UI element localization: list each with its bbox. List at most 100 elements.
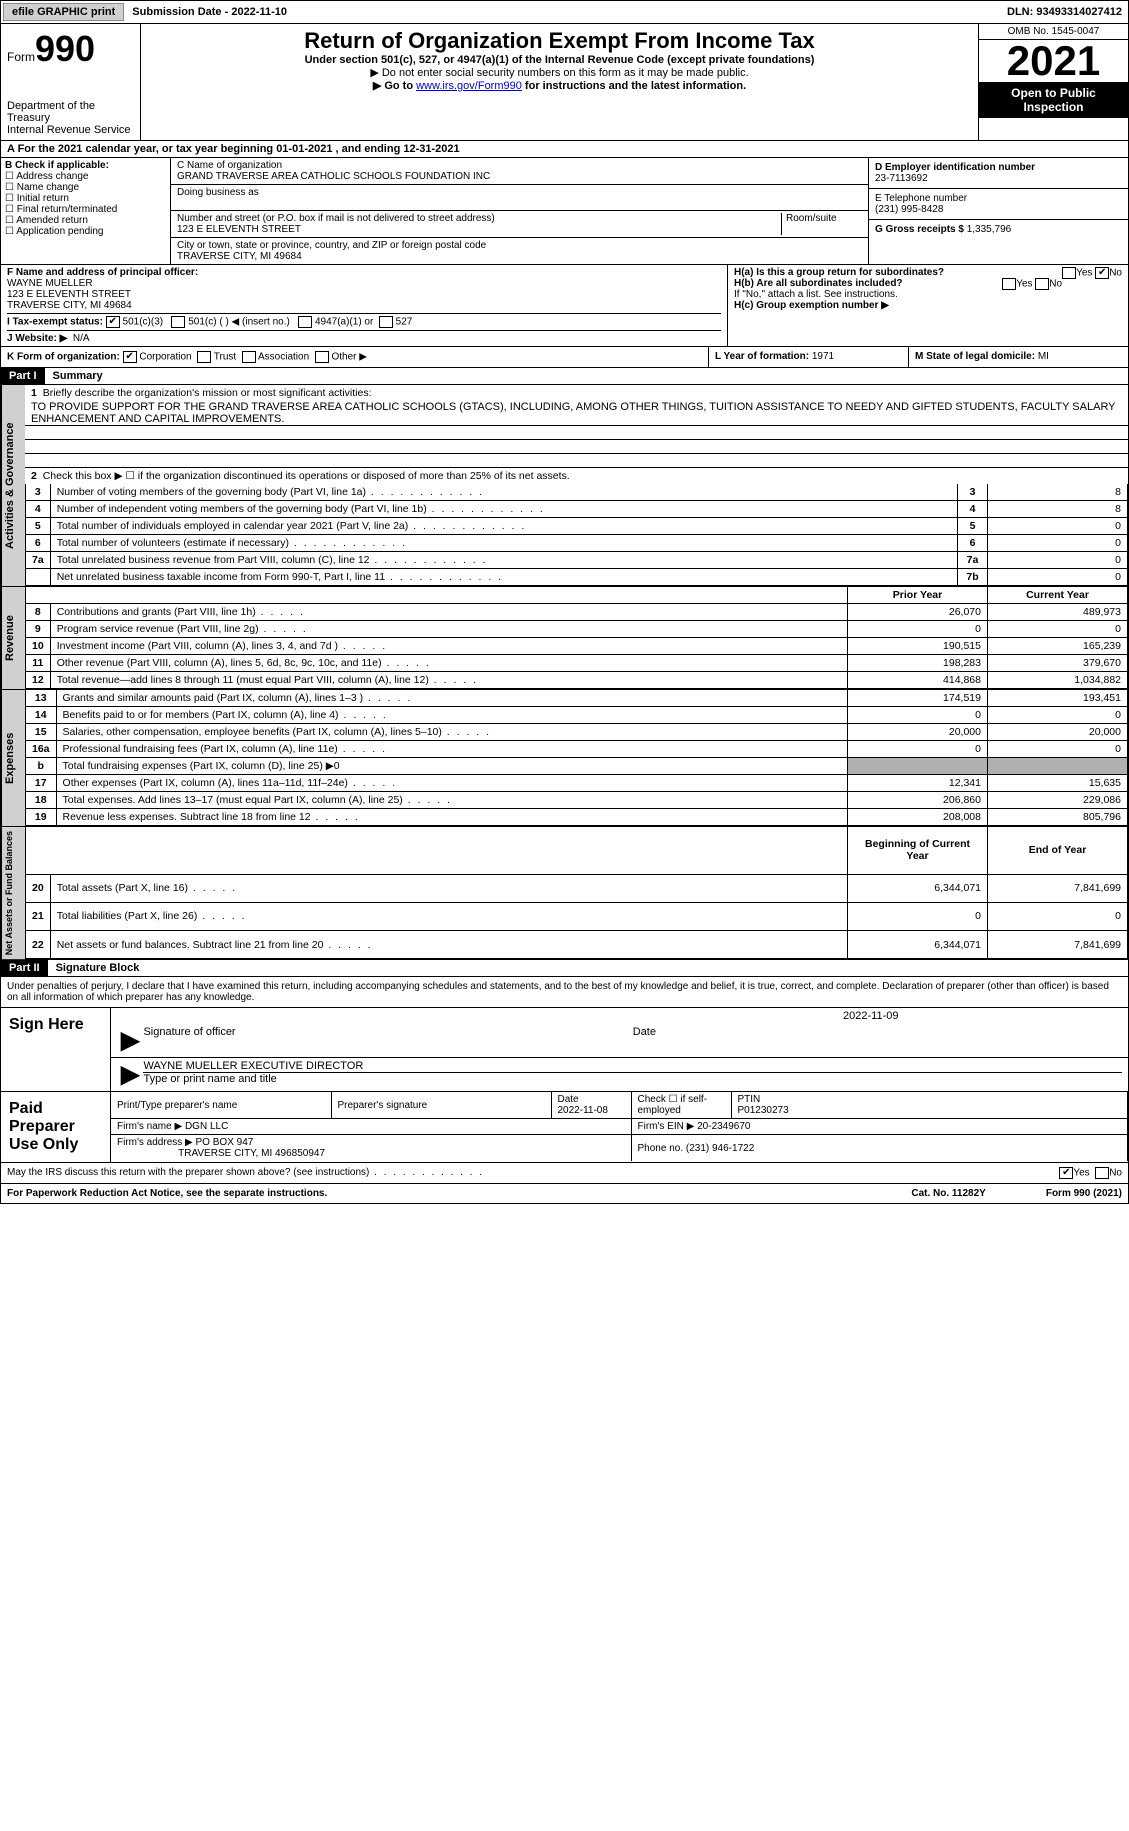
officer-name: WAYNE MUELLER — [7, 278, 93, 289]
expenses-section: Expenses 13Grants and similar amounts pa… — [0, 690, 1129, 827]
form-header: Form990 Department of the Treasury Inter… — [0, 24, 1129, 141]
firm-name: DGN LLC — [185, 1121, 228, 1132]
f-label: F Name and address of principal officer: — [7, 267, 198, 278]
b-label: B Check if applicable: — [5, 160, 109, 171]
vtab-na: Net Assets or Fund Balances — [1, 827, 25, 959]
may-discuss: May the IRS discuss this return with the… — [0, 1163, 1129, 1184]
paid-preparer: Paid Preparer Use Only Print/Type prepar… — [0, 1092, 1129, 1163]
form-number: Form990 — [7, 28, 134, 70]
top-bar: efile GRAPHIC print Submission Date - 20… — [0, 0, 1129, 24]
activities-governance: Activities & Governance 1 Briefly descri… — [0, 385, 1129, 587]
cat-no: Cat. No. 11282Y — [911, 1188, 985, 1199]
sign-here-label: Sign Here — [1, 1008, 111, 1091]
chk-final[interactable]: ☐ Final return/terminated — [5, 204, 166, 215]
mission-text: TO PROVIDE SUPPORT FOR THE GRAND TRAVERS… — [25, 401, 1128, 426]
hb-label: H(b) Are all subordinates included? — [734, 278, 903, 289]
vtab-exp: Expenses — [1, 690, 25, 826]
i-label: I Tax-exempt status: — [7, 317, 103, 328]
open-public: Open to Public Inspection — [979, 82, 1128, 118]
dept-label: Department of the Treasury Internal Reve… — [7, 100, 134, 136]
street: 123 E ELEVENTH STREET — [177, 224, 301, 235]
chk-501c[interactable] — [171, 316, 185, 328]
year-formed: 1971 — [812, 351, 834, 362]
pt-date: 2022-11-08 — [558, 1105, 608, 1116]
form-subtitle: Under section 501(c), 527, or 4947(a)(1)… — [145, 54, 974, 66]
officer-addr2: TRAVERSE CITY, MI 49684 — [7, 300, 132, 311]
room-label: Room/suite — [782, 213, 862, 235]
officer-addr1: 123 E ELEVENTH STREET — [7, 289, 131, 300]
state: MI — [1038, 351, 1049, 362]
hb-note: If "No," attach a list. See instructions… — [734, 289, 1122, 300]
line2: Check this box ▶ ☐ if the organization d… — [43, 470, 570, 482]
footer: For Paperwork Reduction Act Notice, see … — [0, 1184, 1129, 1204]
row-k: K Form of organization: ✔ Corporation Tr… — [0, 347, 1129, 368]
ha-no[interactable]: ✔ — [1095, 267, 1109, 279]
paid-label: Paid Preparer Use Only — [1, 1092, 111, 1162]
pt-name-label: Print/Type preparer's name — [111, 1092, 331, 1119]
ein: 23-7113692 — [875, 173, 928, 184]
city: TRAVERSE CITY, MI 49684 — [177, 251, 302, 262]
efile-button[interactable]: efile GRAPHIC print — [3, 3, 124, 21]
vtab-ag: Activities & Governance — [1, 385, 25, 586]
vtab-rev: Revenue — [1, 587, 25, 689]
chk-assoc[interactable] — [242, 351, 256, 363]
chk-pending[interactable]: ☐ Application pending — [5, 226, 166, 237]
table-rev: Prior YearCurrent Year8Contributions and… — [25, 587, 1128, 689]
row-a: A For the 2021 calendar year, or tax yea… — [0, 141, 1129, 158]
revenue-section: Revenue Prior YearCurrent Year8Contribut… — [0, 587, 1129, 690]
irs-link[interactable]: www.irs.gov/Form990 — [416, 80, 522, 92]
c-label: C Name of organization — [177, 160, 282, 171]
date-label: Date — [633, 1026, 1122, 1055]
form-ref: Form 990 (2021) — [1046, 1188, 1122, 1199]
type-label: Type or print name and title — [143, 1072, 1122, 1085]
ha-yes[interactable] — [1062, 267, 1076, 279]
submission-label: Submission Date - 2022-11-10 — [126, 4, 293, 20]
firm-addr: PO BOX 947 — [196, 1137, 254, 1148]
org-name: GRAND TRAVERSE AREA CATHOLIC SCHOOLS FOU… — [177, 171, 490, 182]
dln: DLN: 93493314027412 — [1001, 4, 1128, 20]
chk-4947[interactable] — [298, 316, 312, 328]
ha-label: H(a) Is this a group return for subordin… — [734, 267, 944, 278]
part2-header: Part IISignature Block — [0, 960, 1129, 977]
section-f-j: F Name and address of principal officer:… — [0, 265, 1129, 347]
netassets-section: Net Assets or Fund Balances Beginning of… — [0, 827, 1129, 960]
table-ag: 3Number of voting members of the governi… — [25, 484, 1128, 586]
note-link: ▶ Go to www.irs.gov/Form990 for instruct… — [145, 79, 974, 92]
hb-yes[interactable] — [1002, 278, 1016, 290]
table-exp: 13Grants and similar amounts paid (Part … — [25, 690, 1128, 826]
phone: (231) 995-8428 — [875, 204, 943, 215]
tax-year: 2021 — [979, 40, 1128, 82]
chk-name[interactable]: ☐ Name change — [5, 182, 166, 193]
table-na: Beginning of Current YearEnd of Year20To… — [25, 827, 1128, 959]
note-ssn: ▶ Do not enter social security numbers o… — [145, 66, 974, 79]
may-yes[interactable]: ✔ — [1059, 1167, 1073, 1179]
g-label: G Gross receipts $ — [875, 224, 967, 235]
chk-other[interactable] — [315, 351, 329, 363]
ptin: P01230273 — [738, 1105, 789, 1116]
chk-trust[interactable] — [197, 351, 211, 363]
chk-amended[interactable]: ☐ Amended return — [5, 215, 166, 226]
chk-initial[interactable]: ☐ Initial return — [5, 193, 166, 204]
sig-officer-label: Signature of officer — [143, 1026, 632, 1055]
part1-header: Part ISummary — [0, 368, 1129, 385]
website: N/A — [73, 333, 90, 344]
firm-ein: 20-2349670 — [697, 1121, 750, 1132]
declaration: Under penalties of perjury, I declare th… — [0, 977, 1129, 1008]
pt-check[interactable]: Check ☐ if self-employed — [631, 1092, 731, 1119]
pt-sig-label: Preparer's signature — [331, 1092, 551, 1119]
j-label: J Website: ▶ — [7, 333, 67, 344]
hc-label: H(c) Group exemption number ▶ — [734, 300, 889, 311]
may-no[interactable] — [1095, 1167, 1109, 1179]
sign-block: Sign Here 2022-11-09 ▶Signature of offic… — [0, 1008, 1129, 1092]
addr-label: Number and street (or P.O. box if mail i… — [177, 213, 495, 224]
chk-address[interactable]: ☐ Address change — [5, 171, 166, 182]
form-title: Return of Organization Exempt From Incom… — [145, 28, 974, 54]
chk-527[interactable] — [379, 316, 393, 328]
chk-501c3[interactable]: ✔ — [106, 316, 120, 328]
firm-phone: (231) 946-1722 — [686, 1143, 754, 1154]
e-label: E Telephone number — [875, 193, 967, 204]
hb-no[interactable] — [1035, 278, 1049, 290]
chk-corp[interactable]: ✔ — [123, 351, 137, 363]
officer-printed: WAYNE MUELLER EXECUTIVE DIRECTOR — [143, 1060, 1122, 1072]
city-label: City or town, state or province, country… — [177, 240, 486, 251]
